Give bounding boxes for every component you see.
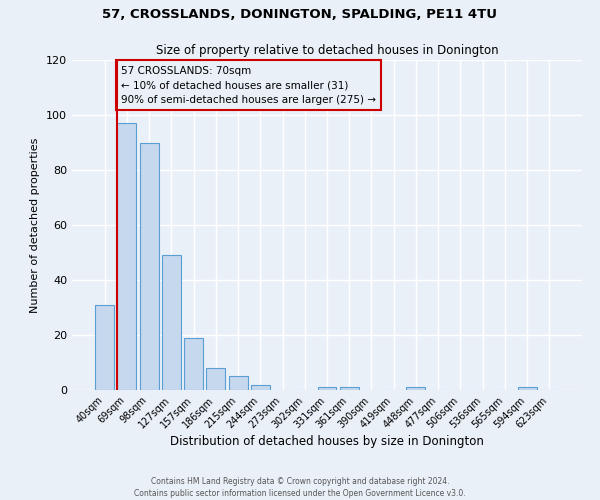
- Bar: [340, 387, 359, 390]
- X-axis label: Distribution of detached houses by size in Donington: Distribution of detached houses by size …: [170, 436, 484, 448]
- Bar: [406, 387, 425, 390]
- Bar: [184, 338, 203, 390]
- Text: Contains HM Land Registry data © Crown copyright and database right 2024.
Contai: Contains HM Land Registry data © Crown c…: [134, 476, 466, 498]
- Bar: [206, 368, 225, 390]
- Bar: [118, 123, 136, 390]
- Bar: [140, 142, 158, 390]
- Bar: [518, 387, 536, 390]
- Text: 57 CROSSLANDS: 70sqm
← 10% of detached houses are smaller (31)
90% of semi-detac: 57 CROSSLANDS: 70sqm ← 10% of detached h…: [121, 66, 376, 105]
- Bar: [162, 255, 181, 390]
- Y-axis label: Number of detached properties: Number of detached properties: [31, 138, 40, 312]
- Bar: [317, 387, 337, 390]
- Bar: [95, 304, 114, 390]
- Title: Size of property relative to detached houses in Donington: Size of property relative to detached ho…: [155, 44, 499, 58]
- Bar: [229, 376, 248, 390]
- Bar: [251, 384, 270, 390]
- Text: 57, CROSSLANDS, DONINGTON, SPALDING, PE11 4TU: 57, CROSSLANDS, DONINGTON, SPALDING, PE1…: [103, 8, 497, 20]
